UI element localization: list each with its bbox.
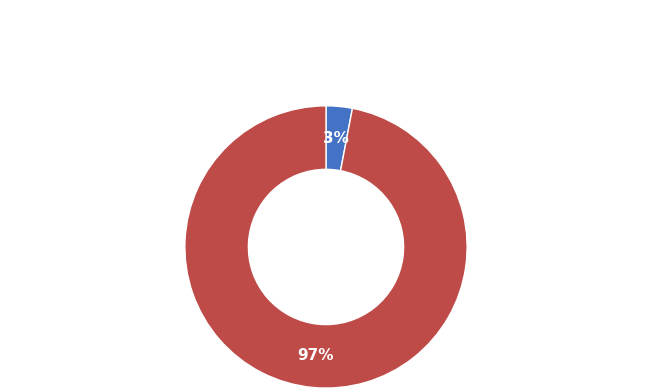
Wedge shape <box>326 106 353 171</box>
Text: 3%: 3% <box>323 131 349 145</box>
Text: 97%: 97% <box>297 348 334 363</box>
Wedge shape <box>185 106 467 388</box>
